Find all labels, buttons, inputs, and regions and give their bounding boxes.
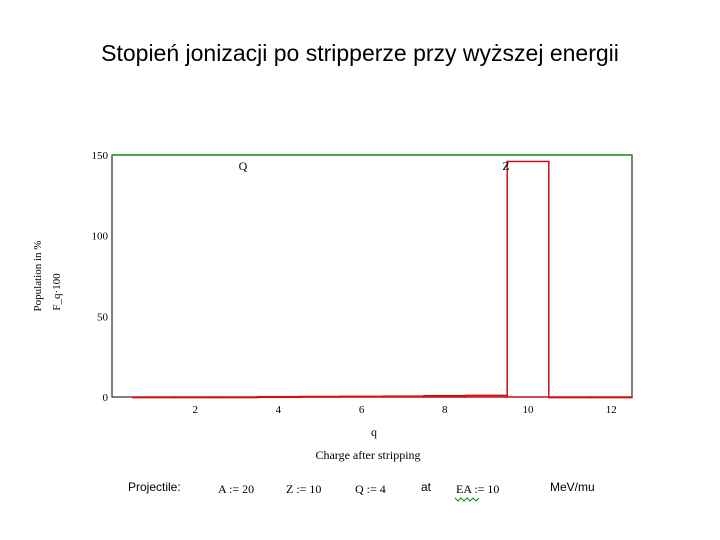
- bars-layer: [132, 160, 633, 399]
- x-ticks: 2 4 6 8 10 12: [192, 404, 616, 416]
- bar-q-8: [423, 394, 467, 398]
- squiggle-underline: [454, 497, 480, 502]
- bar-q-9: [464, 394, 508, 398]
- x-axis-label: Charge after stripping: [315, 448, 420, 462]
- x-tick-label: 8: [442, 404, 448, 416]
- param-e: EA := 10: [456, 482, 499, 496]
- slide-title: Stopień jonizacji po stripperze przy wyż…: [101, 40, 619, 66]
- bar-q-1: [132, 396, 176, 399]
- x-tick-label: 4: [276, 404, 282, 416]
- param-q: Q := 4: [355, 482, 386, 496]
- at-label: at: [421, 480, 432, 494]
- y-tick-label: 50: [97, 311, 109, 323]
- bar-q-7: [381, 395, 425, 398]
- x-var-label: q: [371, 425, 377, 439]
- y-tick-label: 100: [92, 231, 109, 243]
- x-tick-label: 10: [523, 404, 535, 416]
- y-tick-label: 0: [103, 392, 109, 404]
- y-tick-label: 150: [92, 150, 109, 162]
- unit-label: MeV/mu: [550, 480, 595, 494]
- bar-q-2: [173, 396, 217, 399]
- marker-z-label: Z: [502, 159, 509, 173]
- param-z: Z := 10: [286, 482, 321, 496]
- x-tick-label: 2: [192, 404, 198, 416]
- marker-q-label: Q: [239, 159, 248, 173]
- param-a: A := 20: [218, 482, 254, 496]
- y-ticks: 0 50 100 150: [92, 150, 109, 404]
- projectile-label: Projectile:: [128, 480, 181, 494]
- bar-q-3: [215, 396, 259, 399]
- bar-q-4: [256, 395, 300, 399]
- bar-q-11: [548, 396, 592, 399]
- y-axis-label: Population in %: [32, 241, 44, 312]
- bar-q-10: [506, 160, 550, 398]
- y-expr-label: F_q·100: [51, 273, 63, 311]
- bar-q-6: [340, 395, 384, 398]
- x-tick-label: 12: [606, 404, 617, 416]
- x-tick-label: 6: [359, 404, 365, 416]
- plot-frame: [111, 154, 633, 398]
- bar-q-5: [298, 395, 342, 398]
- bar-q-12: [589, 396, 633, 399]
